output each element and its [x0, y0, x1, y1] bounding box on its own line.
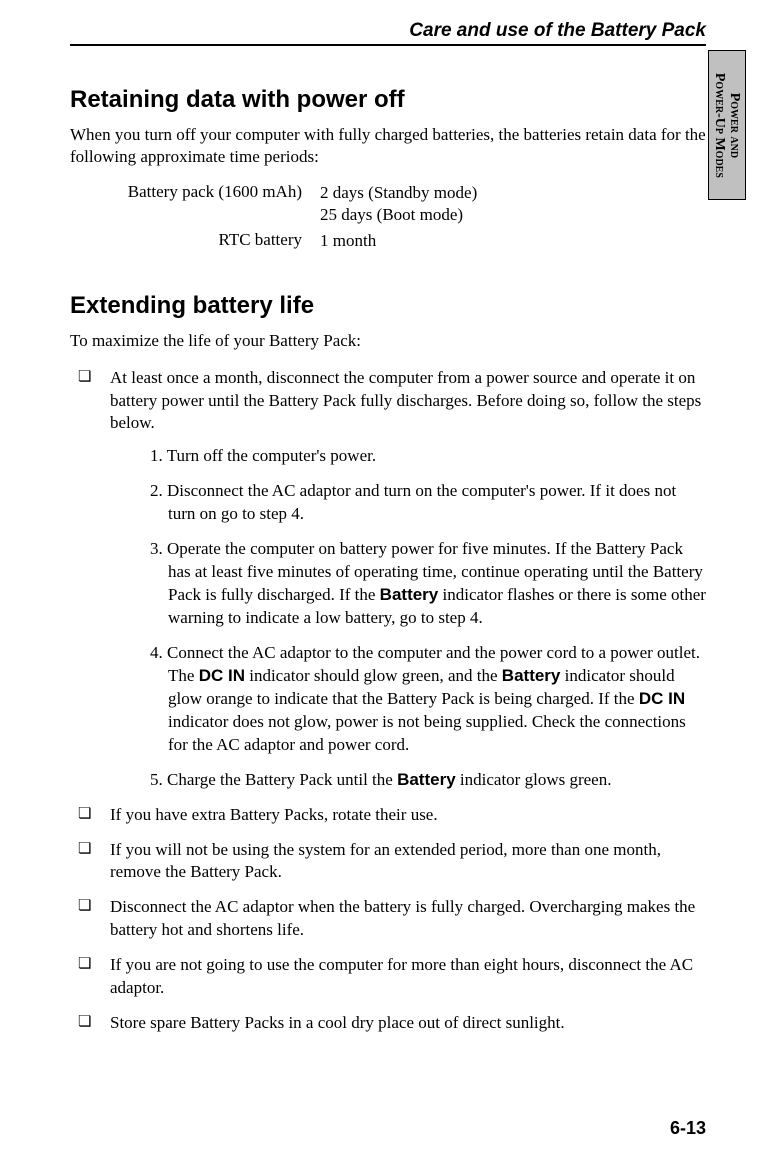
s4-bold1: DC IN [199, 666, 245, 685]
chapter-title: Care and use of the Battery Pack [70, 20, 706, 46]
bullet-list: At least once a month, disconnect the co… [70, 367, 706, 1036]
steps-group: 1. Turn off the computer's power. 2. Dis… [110, 445, 706, 791]
heading-retaining: Retaining data with power off [70, 86, 706, 114]
side-tab: Power and Power-Up Modes [708, 50, 746, 200]
list-item: If you will not be using the system for … [70, 839, 706, 885]
s4-b: indicator should glow green, and the [245, 666, 502, 685]
side-tab-line2: Power-Up Modes [712, 72, 727, 177]
s4-d: indicator does not glow, power is not be… [168, 712, 686, 754]
retention-label-1: Battery pack (1600 mAh) [110, 182, 320, 202]
list-item: Disconnect the AC adaptor when the batte… [70, 896, 706, 942]
s4-bold3: DC IN [639, 689, 685, 708]
s5-b: indicator glows green. [456, 770, 612, 789]
retention-value-1a: 2 days (Standby mode) [320, 183, 477, 202]
page-number: 6-13 [670, 1118, 706, 1139]
side-tab-line1: Power and [727, 72, 742, 177]
s3-bold1: Battery [380, 585, 439, 604]
retention-value-2: 1 month [320, 230, 376, 252]
side-tab-label: Power and Power-Up Modes [712, 72, 743, 177]
step-4: 4. Connect the AC adaptor to the compute… [150, 642, 706, 757]
list-item: Store spare Battery Packs in a cool dry … [70, 1012, 706, 1035]
retention-table: Battery pack (1600 mAh) 2 days (Standby … [110, 182, 706, 252]
extending-intro: To maximize the life of your Battery Pac… [70, 330, 706, 352]
list-item: If you are not going to use the computer… [70, 954, 706, 1000]
step-5: 5. Charge the Battery Pack until the Bat… [150, 769, 706, 792]
s4-bold2: Battery [502, 666, 561, 685]
bullet1-text: At least once a month, disconnect the co… [110, 368, 701, 433]
retention-value-1b: 25 days (Boot mode) [320, 205, 463, 224]
retaining-intro: When you turn off your computer with ful… [70, 124, 706, 168]
retention-label-2: RTC battery [110, 230, 320, 250]
step-2: 2. Disconnect the AC adaptor and turn on… [150, 480, 706, 526]
step-3: 3. Operate the computer on battery power… [150, 538, 706, 630]
list-item: If you have extra Battery Packs, rotate … [70, 804, 706, 827]
step-1: 1. Turn off the computer's power. [150, 445, 706, 468]
s5-bold1: Battery [397, 770, 456, 789]
page: Care and use of the Battery Pack Power a… [0, 0, 776, 1167]
retention-value-1: 2 days (Standby mode) 25 days (Boot mode… [320, 182, 477, 226]
table-row: Battery pack (1600 mAh) 2 days (Standby … [110, 182, 706, 226]
list-item: At least once a month, disconnect the co… [70, 367, 706, 792]
heading-extending: Extending battery life [70, 292, 706, 320]
table-row: RTC battery 1 month [110, 230, 706, 252]
s5-a: 5. Charge the Battery Pack until the [150, 770, 397, 789]
